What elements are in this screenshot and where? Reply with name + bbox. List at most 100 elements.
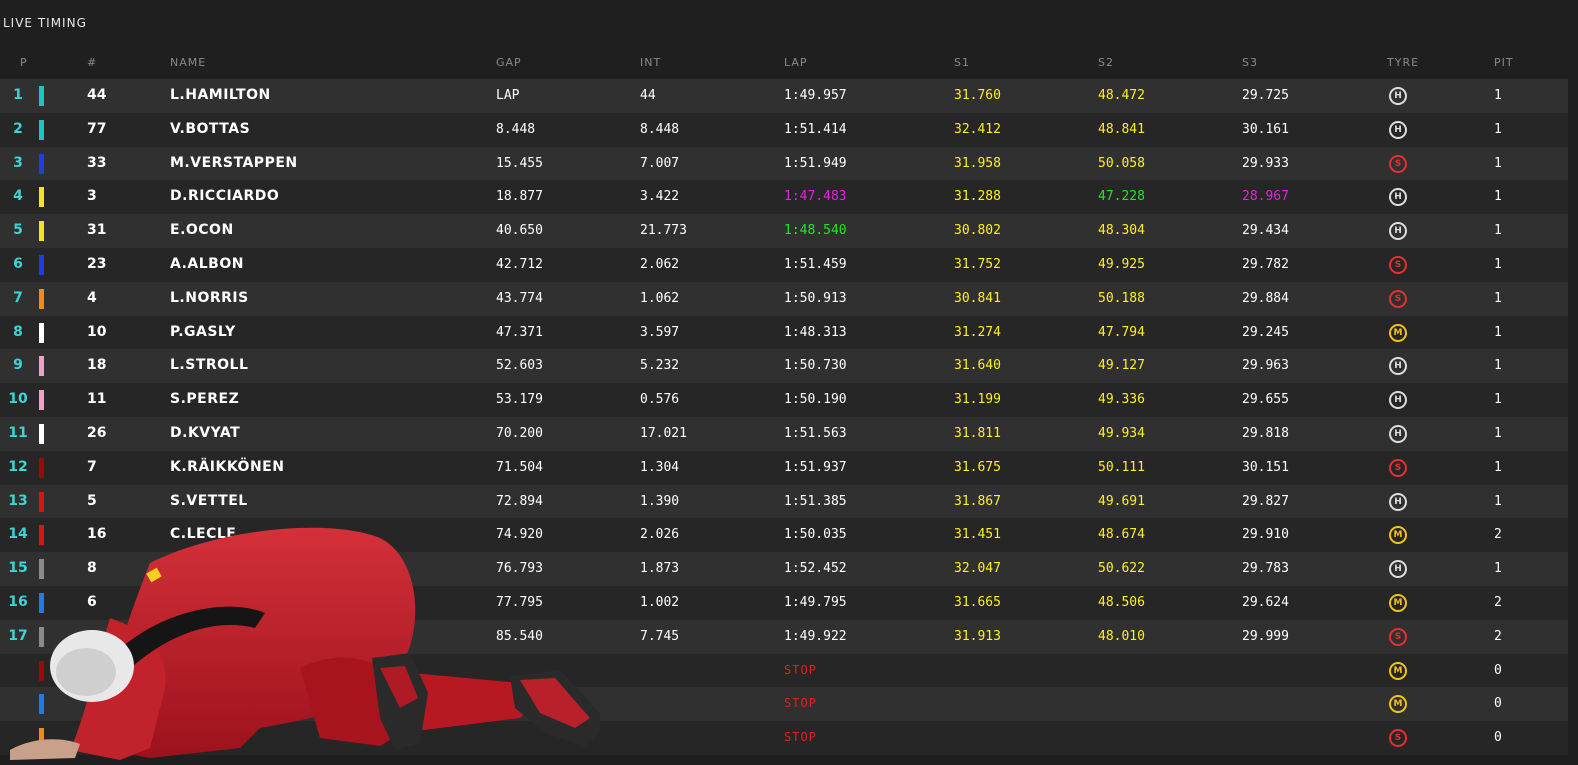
table-row: C.SAIN STOP S 0 xyxy=(0,721,1568,755)
row-position: 17 xyxy=(8,627,28,644)
sector-3-time: 29.884 xyxy=(1242,290,1289,306)
tyre-icon: M xyxy=(1389,526,1407,545)
interval-value: 2.026 xyxy=(640,527,680,543)
tyre-compound: M xyxy=(1389,316,1409,350)
team-color-bar xyxy=(39,592,44,613)
interval-value: 1.002 xyxy=(640,594,680,610)
pit-stops: 1 xyxy=(1494,189,1502,205)
pit-stops: 1 xyxy=(1494,256,1502,272)
header-gap: GAP xyxy=(496,56,522,69)
table-row: 12 7 K.RÄIKKÖNEN 71.504 1.304 1:51.937 31.675 5… xyxy=(0,450,1568,485)
tyre-icon: H xyxy=(1389,188,1407,207)
tyre-icon: M xyxy=(1389,323,1407,342)
table-row: STOP M 0 xyxy=(0,653,1568,688)
driver-number: 77 xyxy=(87,120,107,137)
interval-value: 44 xyxy=(640,88,656,103)
table-row: 5 31 E.OCON 40.650 21.773 1:48.540 30.802 48.30… xyxy=(0,214,1568,248)
lap-time: 1:50.035 xyxy=(784,527,847,543)
team-color-bar xyxy=(39,423,44,444)
row-position: 2 xyxy=(13,120,23,137)
sector-1-time: 31.288 xyxy=(954,189,1001,205)
driver-name: S.PEREZ xyxy=(170,391,240,408)
pit-stops: 1 xyxy=(1494,392,1502,408)
team-color-bar xyxy=(39,322,44,343)
header-tyre: TYRE xyxy=(1387,56,1420,69)
gap-value: 72.894 xyxy=(496,493,543,509)
driver-name: K.RÄIKKÖNEN xyxy=(170,458,285,475)
pit-stops: 0 xyxy=(1494,662,1502,678)
lap-time: 1:51.563 xyxy=(784,425,847,441)
team-color-bar xyxy=(39,491,44,512)
interval-value: 1.390 xyxy=(640,493,680,509)
interval-value: 8.448 xyxy=(640,121,680,137)
driver-number: 4 xyxy=(87,289,97,306)
row-position: 6 xyxy=(13,255,23,272)
table-row: 11 26 D.KVYAT 70.200 17.021 1:51.563 31.811 49.… xyxy=(0,416,1568,451)
driver-name: V.BOTTAS xyxy=(170,120,251,137)
row-position: 7 xyxy=(13,289,23,306)
sector-3-time: 28.967 xyxy=(1242,189,1289,205)
table-header: P # NAME GAP INT LAP S1 S2 S3 TYRE PIT xyxy=(0,56,1568,72)
team-color-bar xyxy=(39,187,44,208)
tyre-compound: H xyxy=(1389,383,1409,417)
lap-time: 1:51.937 xyxy=(784,459,847,475)
team-color-bar xyxy=(39,288,44,309)
header-s2: S2 xyxy=(1098,56,1114,69)
driver-number: 26 xyxy=(87,424,107,441)
driver-name: P.GASLY xyxy=(170,323,236,340)
tyre-icon: H xyxy=(1389,222,1407,241)
row-position: 12 xyxy=(8,458,28,475)
sector-2-time: 49.336 xyxy=(1098,392,1145,408)
driver-name: C.LECLE xyxy=(170,526,237,543)
sector-1-time: 31.958 xyxy=(954,155,1001,171)
lap-time: 1:52.452 xyxy=(784,561,847,577)
sector-2-time: 49.127 xyxy=(1098,358,1145,374)
sector-2-time: 47.228 xyxy=(1098,189,1145,205)
sector-1-time: 30.841 xyxy=(954,290,1001,306)
table-row: 2 77 V.BOTTAS 8.448 8.448 1:51.414 32.412 48.84… xyxy=(0,112,1568,147)
tyre-compound: M xyxy=(1389,654,1409,688)
table-row: G.RUSS STOP M 0 xyxy=(0,687,1568,722)
tyre-compound: S xyxy=(1389,721,1409,755)
gap-value: 40.650 xyxy=(496,223,543,239)
driver-number: 18 xyxy=(87,357,107,374)
tyre-compound: H xyxy=(1389,417,1409,451)
interval-value: 3.597 xyxy=(640,324,680,340)
sector-2-time: 48.010 xyxy=(1098,628,1145,644)
sector-1-time: 31.274 xyxy=(954,324,1001,340)
driver-number: 6 xyxy=(87,593,97,610)
sector-3-time: 29.999 xyxy=(1242,628,1289,644)
row-position: 16 xyxy=(8,593,28,610)
interval-value: 7.745 xyxy=(640,628,680,644)
header-s3: S3 xyxy=(1242,56,1258,69)
lap-time: 1:51.459 xyxy=(784,256,847,272)
interval-value: 7.007 xyxy=(640,155,680,171)
table-row: 4 3 D.RICCIARDO 18.877 3.422 1:47.483 31.288 47… xyxy=(0,180,1568,215)
sector-2-time: 50.622 xyxy=(1098,561,1145,577)
gap-value: 76.793 xyxy=(496,561,543,577)
row-position: 14 xyxy=(8,526,28,543)
pit-stops: 2 xyxy=(1494,594,1502,610)
sector-3-time: 29.827 xyxy=(1242,493,1289,509)
tyre-compound: S xyxy=(1389,620,1409,654)
sector-1-time: 31.752 xyxy=(954,256,1001,272)
lap-time: 1:50.730 xyxy=(784,358,847,374)
row-position xyxy=(0,654,36,688)
sector-2-time: 49.934 xyxy=(1098,425,1145,441)
row-position: 5 xyxy=(13,222,23,239)
gap-value: 77.795 xyxy=(496,594,543,610)
sector-3-time: 30.151 xyxy=(1242,459,1289,475)
lap-time: 1:51.414 xyxy=(784,121,847,137)
driver-number: 16 xyxy=(87,526,107,543)
tyre-compound: M xyxy=(1389,586,1409,620)
table-row: 14 16 C.LECLE 74.920 2.026 1:50.035 31.451 48.6… xyxy=(0,518,1568,553)
pit-stops: 1 xyxy=(1494,459,1502,475)
sector-1-time: 32.412 xyxy=(954,121,1001,137)
sector-1-time: 31.640 xyxy=(954,358,1001,374)
sector-1-time: 31.665 xyxy=(954,594,1001,610)
pit-stops: 1 xyxy=(1494,493,1502,509)
interval-value: 5.232 xyxy=(640,358,680,374)
sector-2-time: 48.674 xyxy=(1098,527,1145,543)
sector-3-time: 29.963 xyxy=(1242,358,1289,374)
team-color-bar xyxy=(39,119,44,140)
